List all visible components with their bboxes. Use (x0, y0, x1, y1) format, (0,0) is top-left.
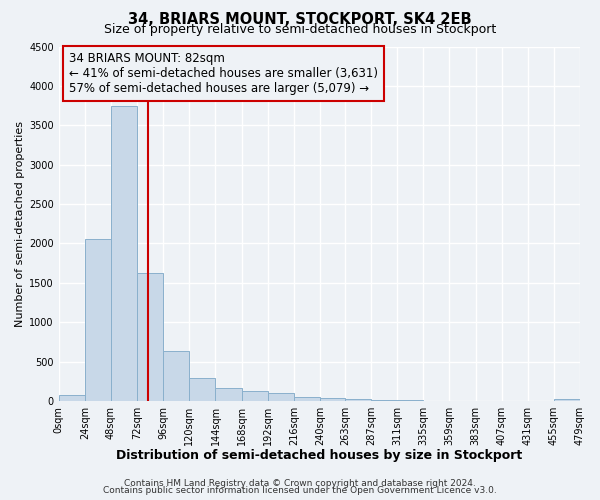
Text: Contains public sector information licensed under the Open Government Licence v3: Contains public sector information licen… (103, 486, 497, 495)
Text: 34 BRIARS MOUNT: 82sqm
← 41% of semi-detached houses are smaller (3,631)
57% of : 34 BRIARS MOUNT: 82sqm ← 41% of semi-det… (69, 52, 378, 95)
Text: Size of property relative to semi-detached houses in Stockport: Size of property relative to semi-detach… (104, 22, 496, 36)
Bar (294, 397, 320, 401)
Bar (59, 395, 85, 401)
Bar (111, 106, 137, 401)
Bar (215, 388, 242, 401)
Bar (345, 398, 371, 401)
Bar (554, 398, 580, 401)
Bar (320, 398, 345, 401)
Text: Contains HM Land Registry data © Crown copyright and database right 2024.: Contains HM Land Registry data © Crown c… (124, 478, 476, 488)
Bar (137, 274, 163, 401)
Y-axis label: Number of semi-detached properties: Number of semi-detached properties (15, 121, 25, 327)
X-axis label: Distribution of semi-detached houses by size in Stockport: Distribution of semi-detached houses by … (116, 450, 523, 462)
Bar (242, 391, 268, 401)
Bar (190, 378, 215, 401)
Bar (85, 239, 111, 401)
Bar (163, 352, 190, 401)
Text: 34, BRIARS MOUNT, STOCKPORT, SK4 2EB: 34, BRIARS MOUNT, STOCKPORT, SK4 2EB (128, 12, 472, 28)
Bar (371, 400, 397, 401)
Bar (397, 400, 424, 401)
Bar (268, 393, 294, 401)
